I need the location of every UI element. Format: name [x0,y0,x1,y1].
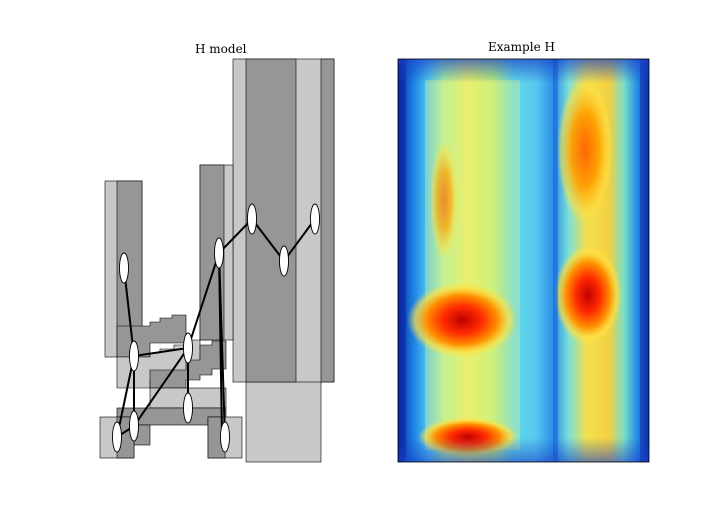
model-node [112,421,122,453]
model-node [279,245,289,277]
edge [133,347,189,427]
heatmap-vertical-fade [398,59,649,462]
h-model-diagram [99,58,335,463]
model-node [183,392,193,424]
model-node [129,340,139,372]
model-box [245,374,322,463]
model-box [245,58,297,383]
edge [116,355,135,438]
model-node [220,421,230,453]
edge [218,252,223,438]
h-model-title: H model [195,42,247,56]
model-node [214,237,224,269]
model-node [247,203,257,235]
model-node [183,332,193,364]
example-h-heatmap [398,59,649,462]
model-nodes [112,203,320,453]
example-h-title: Example H [488,40,555,54]
model-box [320,58,335,383]
model-node [129,410,139,442]
heatmap-frame [397,58,650,463]
model-node [119,252,129,284]
model-node [310,203,320,235]
